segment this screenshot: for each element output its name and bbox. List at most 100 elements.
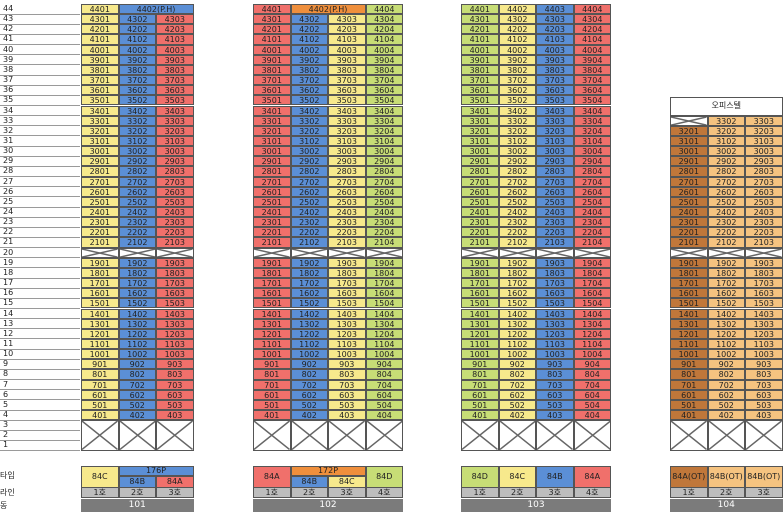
unit-cell: 4003 bbox=[156, 44, 194, 55]
unit-cell: 2501 bbox=[81, 196, 119, 207]
unit-cell: 501 bbox=[253, 399, 291, 410]
unit-cell: 2401 bbox=[461, 207, 499, 218]
floor-separator bbox=[0, 84, 80, 86]
unit-cell: 902 bbox=[498, 359, 536, 370]
unit-cell: 1103 bbox=[156, 338, 194, 350]
unit-cell: 1002 bbox=[707, 349, 745, 360]
unit-cell: 2702 bbox=[118, 176, 156, 187]
floor-label: 33 bbox=[3, 115, 14, 125]
unit-cell: 3502 bbox=[290, 95, 328, 106]
unit-cell: 604 bbox=[573, 389, 611, 400]
unit-cell: 2901 bbox=[253, 156, 291, 167]
unit-cell: 1704 bbox=[365, 278, 403, 289]
unit-cell: 3204 bbox=[365, 125, 403, 136]
unit-cell: 4203 bbox=[328, 24, 366, 35]
unit-cell: 1301 bbox=[461, 318, 499, 329]
floor-separator bbox=[0, 135, 80, 137]
floor-label: 15 bbox=[3, 298, 14, 308]
unit-cell: 1303 bbox=[156, 318, 194, 329]
unit-cell: 1202 bbox=[290, 328, 328, 339]
unit-cell: 3702 bbox=[290, 75, 328, 86]
unit-cell: 1501 bbox=[81, 298, 119, 309]
unit-cell: 601 bbox=[461, 389, 499, 400]
unit-cell: 2301 bbox=[461, 217, 499, 228]
floor-separator bbox=[0, 419, 80, 421]
unit-cell: 1204 bbox=[573, 328, 611, 339]
blank-floor-cell bbox=[365, 420, 403, 451]
unit-cell: 4203 bbox=[156, 24, 194, 35]
unit-cell: 3001 bbox=[253, 146, 291, 157]
unit-cell: 1202 bbox=[707, 328, 745, 339]
building-name: 101 bbox=[81, 499, 194, 512]
unit-cell: 3804 bbox=[573, 64, 611, 76]
unit-cell: 3601 bbox=[253, 85, 291, 96]
unit-cell: 1404 bbox=[365, 308, 403, 319]
unit-cell: 4203 bbox=[536, 24, 574, 35]
unit-cell: 1701 bbox=[461, 278, 499, 289]
unit-cell: 3201 bbox=[670, 125, 708, 136]
unit-cell: 3202 bbox=[118, 125, 156, 136]
unit-cell: 2402 bbox=[118, 207, 156, 218]
unit-cell: 1303 bbox=[328, 318, 366, 329]
floor-label: 8 bbox=[3, 369, 9, 379]
unit-cell: 1102 bbox=[118, 338, 156, 350]
unit-cell: 2103 bbox=[536, 237, 574, 248]
unit-cell: 1702 bbox=[290, 278, 328, 289]
unit-cell: 1302 bbox=[290, 318, 328, 329]
unit-cell: 1503 bbox=[536, 298, 574, 309]
unit-cell: 2103 bbox=[328, 237, 366, 248]
unit-cell: 1402 bbox=[118, 308, 156, 319]
unit-cell: 2302 bbox=[118, 217, 156, 228]
unit-cell: 804 bbox=[365, 369, 403, 380]
unit-cell: 2501 bbox=[253, 196, 291, 207]
floor-separator bbox=[0, 216, 80, 218]
unit-cell: 1301 bbox=[81, 318, 119, 329]
unit-cell: 1203 bbox=[536, 328, 574, 339]
unit-cell: 2903 bbox=[156, 156, 194, 167]
unit-cell: 1001 bbox=[461, 349, 499, 360]
unit-cell: 401 bbox=[253, 410, 291, 421]
unit-cell: 2101 bbox=[461, 237, 499, 248]
unit-type-label: 84D bbox=[365, 466, 403, 488]
unit-cell: 2102 bbox=[498, 237, 536, 248]
floor-label: 19 bbox=[3, 257, 14, 267]
unit-cell: 1502 bbox=[118, 298, 156, 309]
unit-cell: 3603 bbox=[328, 85, 366, 96]
unit-cell: 901 bbox=[461, 359, 499, 370]
floor-separator bbox=[0, 226, 80, 228]
unit-cell: 3001 bbox=[81, 146, 119, 157]
unit-cell: 3804 bbox=[365, 64, 403, 76]
unit-cell: 2802 bbox=[498, 166, 536, 177]
unit-cell: 3302 bbox=[118, 115, 156, 126]
unit-cell: 3802 bbox=[498, 64, 536, 76]
unit-cell: 3104 bbox=[365, 135, 403, 147]
unit-cell: 2701 bbox=[253, 176, 291, 187]
unit-cell: 2903 bbox=[328, 156, 366, 167]
unit-cell: 2602 bbox=[118, 186, 156, 197]
blank-floor-cell bbox=[498, 247, 536, 258]
unit-cell: 4403 bbox=[536, 4, 574, 15]
unit-cell: 701 bbox=[253, 379, 291, 390]
row-label-building: 동 bbox=[0, 501, 8, 510]
unit-cell: 3202 bbox=[290, 125, 328, 136]
unit-cell: 4104 bbox=[573, 34, 611, 45]
unit-cell: 4001 bbox=[81, 44, 119, 55]
unit-cell: 4302 bbox=[290, 14, 328, 25]
unit-cell: 1601 bbox=[253, 288, 291, 299]
unit-cell: 701 bbox=[81, 379, 119, 390]
unit-cell: 603 bbox=[745, 389, 783, 400]
unit-cell: 2203 bbox=[328, 227, 366, 238]
unit-cell: 1003 bbox=[156, 349, 194, 360]
unit-cell: 803 bbox=[745, 369, 783, 380]
unit-cell: 3403 bbox=[328, 105, 366, 116]
unit-cell: 2603 bbox=[536, 186, 574, 197]
unit-cell: 502 bbox=[118, 399, 156, 410]
unit-cell: 3303 bbox=[536, 115, 574, 126]
unit-cell: 3301 bbox=[81, 115, 119, 126]
unit-cell: 803 bbox=[328, 369, 366, 380]
building-name: 104 bbox=[670, 499, 783, 512]
unit-cell: 1003 bbox=[536, 349, 574, 360]
unit-cell: 1903 bbox=[328, 257, 366, 268]
unit-cell: 2503 bbox=[328, 196, 366, 207]
unit-cell: 1003 bbox=[328, 349, 366, 360]
